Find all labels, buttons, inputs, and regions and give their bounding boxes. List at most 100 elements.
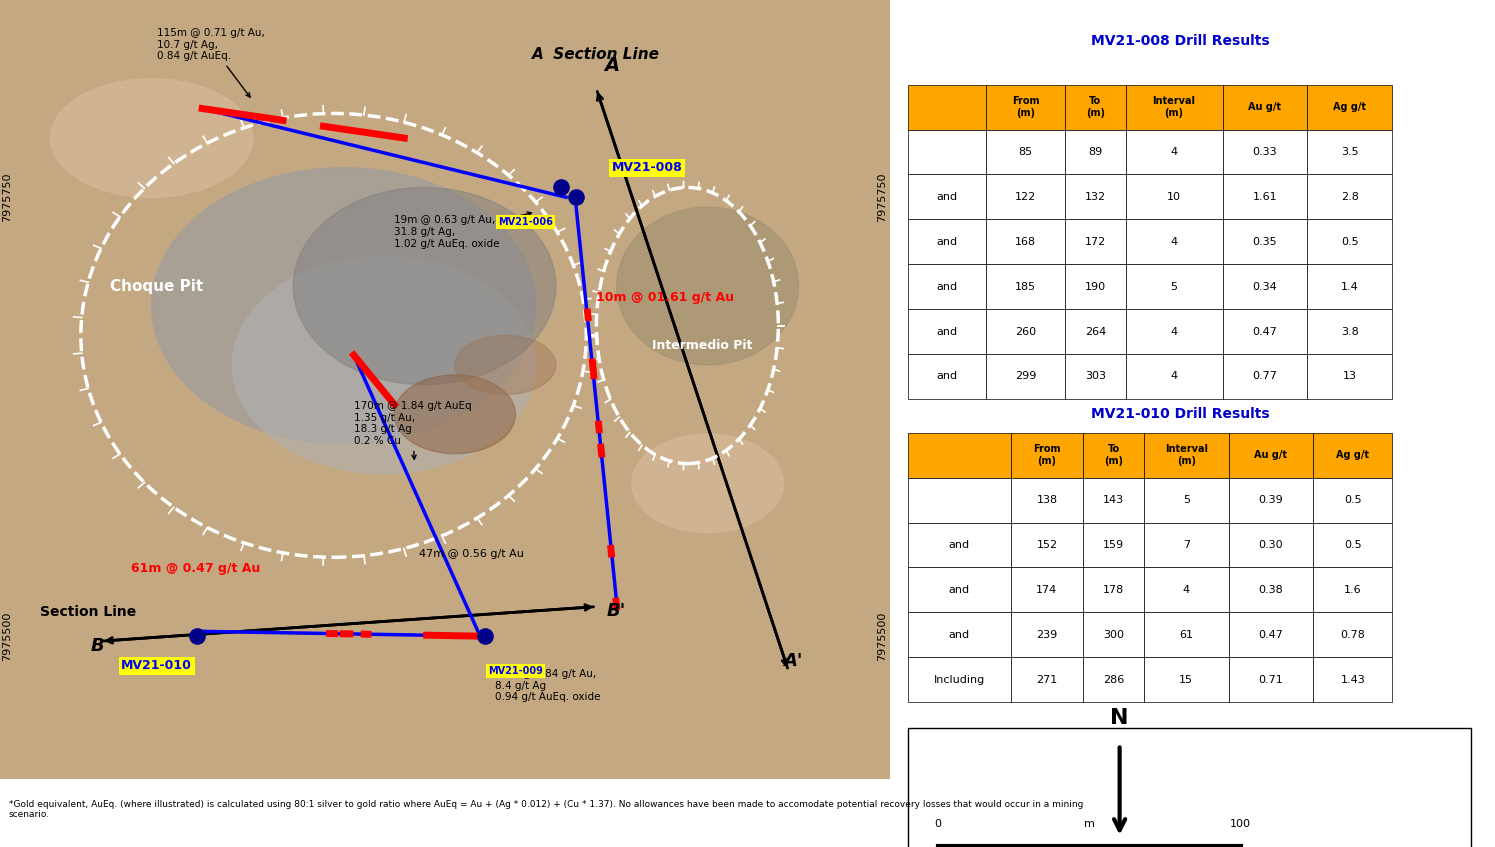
Text: 172: 172: [1085, 237, 1106, 246]
FancyBboxPatch shape: [1126, 174, 1223, 219]
Text: 286: 286: [1103, 675, 1124, 684]
FancyBboxPatch shape: [907, 612, 1011, 657]
Text: 4: 4: [1171, 372, 1178, 381]
Text: 0.78: 0.78: [1341, 630, 1365, 639]
FancyBboxPatch shape: [1307, 219, 1392, 264]
Text: 178: 178: [1103, 585, 1124, 595]
Text: and: and: [936, 282, 958, 291]
Ellipse shape: [616, 208, 798, 365]
FancyBboxPatch shape: [1223, 309, 1307, 354]
Text: 0.35: 0.35: [1253, 237, 1277, 246]
Point: [564, 191, 588, 204]
Text: 1.61: 1.61: [1253, 192, 1277, 202]
Text: and: and: [936, 327, 958, 336]
FancyBboxPatch shape: [907, 657, 1011, 702]
Text: 13: 13: [1343, 372, 1356, 381]
Text: 0.71: 0.71: [1259, 675, 1283, 684]
FancyBboxPatch shape: [1314, 612, 1392, 657]
FancyBboxPatch shape: [1144, 657, 1229, 702]
Text: and: and: [936, 372, 958, 381]
Text: 299: 299: [1015, 372, 1036, 381]
Text: 89: 89: [1088, 147, 1102, 157]
Text: and: and: [949, 540, 970, 550]
Text: 115m @ 0.71 g/t Au,
10.7 g/t Ag,
0.84 g/t AuEq.: 115m @ 0.71 g/t Au, 10.7 g/t Ag, 0.84 g/…: [157, 28, 265, 97]
Text: 190: 190: [1085, 282, 1106, 291]
FancyBboxPatch shape: [1314, 657, 1392, 702]
Text: and: and: [936, 192, 958, 202]
Text: 19m @ 0.63 g/t Au,
31.8 g/t Ag,
1.02 g/t AuEq. oxide: 19m @ 0.63 g/t Au, 31.8 g/t Ag, 1.02 g/t…: [395, 212, 532, 249]
Text: 4: 4: [1171, 147, 1178, 157]
Text: B: B: [91, 637, 105, 655]
Text: 1.6: 1.6: [1344, 585, 1362, 595]
FancyBboxPatch shape: [1144, 478, 1229, 523]
FancyBboxPatch shape: [1064, 174, 1126, 219]
FancyBboxPatch shape: [1314, 523, 1392, 567]
Text: 3.5: 3.5: [1341, 147, 1359, 157]
FancyBboxPatch shape: [907, 309, 987, 354]
FancyBboxPatch shape: [1144, 567, 1229, 612]
Text: *Gold equivalent, AuEq. (where illustrated) is calculated using 80:1 silver to g: *Gold equivalent, AuEq. (where illustrat…: [9, 800, 1084, 819]
FancyBboxPatch shape: [1064, 354, 1126, 399]
Text: 159: 159: [1103, 540, 1124, 550]
FancyBboxPatch shape: [1126, 354, 1223, 399]
Text: 170m @ 1.84 g/t AuEq
1.35 g/t Au,
18.3 g/t Ag
0.2 % Cu: 170m @ 1.84 g/t AuEq 1.35 g/t Au, 18.3 g…: [354, 401, 471, 459]
Text: 0.38: 0.38: [1259, 585, 1283, 595]
Ellipse shape: [395, 375, 516, 454]
Text: 152: 152: [1036, 540, 1057, 550]
Text: From
(m): From (m): [1033, 445, 1060, 466]
Text: Interval
(m): Interval (m): [1165, 445, 1208, 466]
FancyBboxPatch shape: [1084, 612, 1144, 657]
Text: 185: 185: [1015, 282, 1036, 291]
Text: 7: 7: [1183, 540, 1190, 550]
Text: 239: 239: [1036, 630, 1057, 639]
Text: 303: 303: [1085, 372, 1106, 381]
Text: 1.43: 1.43: [1341, 675, 1365, 684]
FancyBboxPatch shape: [1064, 309, 1126, 354]
Text: 143: 143: [1103, 495, 1124, 505]
FancyBboxPatch shape: [1307, 354, 1392, 399]
Text: and: and: [949, 585, 970, 595]
Text: 0.77: 0.77: [1253, 372, 1277, 381]
Text: MV21-009: MV21-009: [487, 666, 543, 676]
Text: 100: 100: [1230, 819, 1251, 829]
FancyBboxPatch shape: [1229, 612, 1314, 657]
FancyBboxPatch shape: [987, 264, 1064, 309]
FancyBboxPatch shape: [987, 174, 1064, 219]
Text: 7975500: 7975500: [1, 612, 12, 661]
Text: 122: 122: [1015, 192, 1036, 202]
FancyBboxPatch shape: [1229, 433, 1314, 478]
Text: m: m: [1084, 819, 1094, 829]
Text: 138: 138: [1036, 495, 1057, 505]
Text: 4: 4: [1171, 327, 1178, 336]
FancyBboxPatch shape: [987, 309, 1064, 354]
Text: 0.33: 0.33: [1253, 147, 1277, 157]
Text: 0.47: 0.47: [1253, 327, 1277, 336]
Text: 10: 10: [1168, 192, 1181, 202]
Text: 300: 300: [1103, 630, 1124, 639]
Text: Au g/t: Au g/t: [1254, 451, 1287, 460]
Text: 15: 15: [1180, 675, 1193, 684]
FancyBboxPatch shape: [907, 264, 987, 309]
Text: MV21-010 Drill Results: MV21-010 Drill Results: [1091, 407, 1269, 422]
FancyBboxPatch shape: [987, 354, 1064, 399]
Text: 4: 4: [1171, 237, 1178, 246]
Text: 0.5: 0.5: [1344, 540, 1362, 550]
Text: 0: 0: [934, 819, 942, 829]
FancyBboxPatch shape: [1229, 567, 1314, 612]
FancyBboxPatch shape: [1223, 174, 1307, 219]
Text: Interval
(m): Interval (m): [1153, 97, 1196, 118]
Text: Including: Including: [933, 675, 985, 684]
FancyBboxPatch shape: [1307, 264, 1392, 309]
Text: Choque Pit: Choque Pit: [111, 279, 203, 294]
FancyBboxPatch shape: [1084, 478, 1144, 523]
FancyBboxPatch shape: [907, 567, 1011, 612]
Text: 132: 132: [1085, 192, 1106, 202]
Text: N: N: [1111, 707, 1129, 728]
FancyBboxPatch shape: [1223, 85, 1307, 130]
FancyBboxPatch shape: [987, 130, 1064, 174]
FancyBboxPatch shape: [907, 219, 987, 264]
Point: [549, 180, 573, 194]
Ellipse shape: [454, 335, 556, 395]
Text: 0.30: 0.30: [1259, 540, 1283, 550]
Point: [185, 629, 209, 643]
